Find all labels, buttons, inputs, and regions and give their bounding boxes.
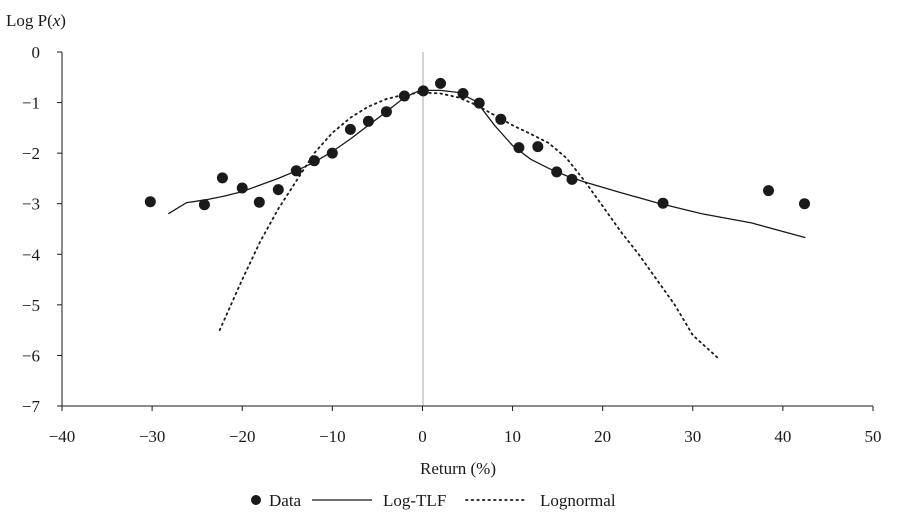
- legend-label-lognormal: Lognormal: [540, 491, 616, 510]
- data-point: [551, 166, 563, 178]
- data-point: [326, 147, 338, 159]
- data-point: [236, 182, 248, 194]
- data-point: [435, 77, 446, 89]
- x-axis-ticks: −40 −30 −20 −10 0 10 20 30 40 50: [49, 406, 882, 446]
- legend-label-log-tlf: Log-TLF: [383, 491, 446, 510]
- legend-marker-data: [251, 495, 261, 505]
- data-point: [290, 165, 302, 177]
- data-point: [566, 173, 578, 185]
- x-tick-label: 10: [504, 427, 521, 446]
- data-point: [362, 115, 374, 127]
- legend-label-data: Data: [269, 491, 302, 510]
- x-tick-label: −30: [139, 427, 166, 446]
- y-tick-label: −7: [22, 397, 41, 416]
- data-point: [473, 97, 485, 109]
- series-layer: [144, 77, 810, 359]
- y-tick-label: −4: [22, 245, 41, 264]
- y-axis-ticks: 0 −1 −2 −3 −4 −5 −6 −7: [22, 43, 62, 416]
- data-point: [417, 85, 429, 97]
- data-point: [532, 141, 544, 153]
- x-tick-label: −10: [319, 427, 346, 446]
- data-point: [253, 196, 265, 208]
- y-tick-label: −2: [22, 144, 40, 163]
- data-point: [398, 90, 410, 102]
- y-tick-label: −6: [22, 346, 40, 365]
- x-tick-label: −40: [49, 427, 76, 446]
- x-tick-label: −20: [229, 427, 256, 446]
- x-tick-label: 30: [684, 427, 701, 446]
- y-tick-label: −3: [22, 195, 40, 214]
- x-tick-label: 40: [774, 427, 791, 446]
- data-point: [495, 113, 507, 125]
- y-axis-title: Log P(x): [6, 11, 66, 30]
- y-tick-label: −5: [22, 296, 40, 315]
- x-tick-label: 0: [418, 427, 427, 446]
- x-tick-label: 50: [865, 427, 882, 446]
- series-line-log-tlf: [167, 89, 806, 239]
- data-point: [344, 123, 356, 135]
- data-point: [216, 172, 228, 184]
- y-tick-label: 0: [32, 43, 41, 62]
- x-axis-title: Return (%): [420, 459, 496, 478]
- data-point: [457, 88, 469, 99]
- data-point: [144, 196, 156, 208]
- data-point: [198, 199, 210, 211]
- legend: Data Log-TLF Lognormal: [251, 491, 616, 510]
- x-tick-label: 20: [594, 427, 611, 446]
- data-point: [657, 197, 669, 209]
- data-point: [763, 185, 774, 197]
- data-point: [513, 142, 525, 154]
- data-point: [272, 184, 284, 196]
- y-tick-label: −1: [22, 94, 40, 113]
- plot-area: 0 −1 −2 −3 −4 −5 −6 −7 −40 −30 −20 −10 0 10 20 30 40 50: [22, 43, 882, 446]
- series-line-lognormal: [218, 91, 719, 359]
- data-point: [380, 106, 392, 118]
- data-point: [308, 155, 320, 167]
- data-point: [799, 198, 810, 210]
